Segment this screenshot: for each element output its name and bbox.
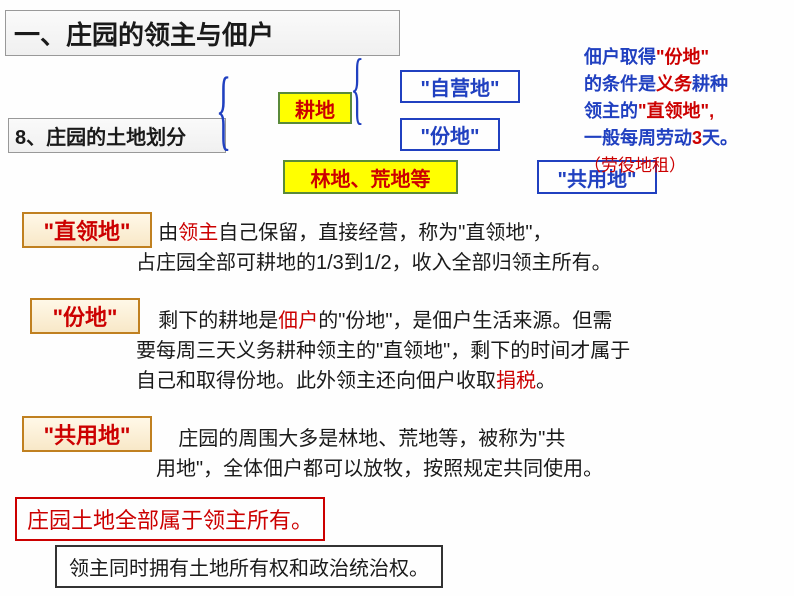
fendi-text: "份地" [421,120,480,149]
fd-t3b: 捐税 [496,370,536,392]
fd-t3a: 自己和取得份地。此外领主还向佃户收取 [136,370,496,392]
note-l3a: 领主的 [584,101,638,121]
note-l4b: 3 [692,128,702,148]
zhilingdi-label-text: "直领地" [44,214,131,246]
note-l4a: 一般每周劳动 [584,128,692,148]
fd-t2: 要每周三天义务耕种领主的"直领地"，剩下的时间才属于 [136,340,630,362]
fendi-para: 剩下的耕地是佃户的"份地"，是佃户生活来源。但需 要每周三天义务耕种领主的"直领… [136,306,776,396]
note-l2a: 的条件是 [584,74,656,94]
ziyingdi-box: "自营地" [400,70,520,103]
note-l1a: 佃户取得 [584,47,656,67]
conclusion1-text: 庄园土地全部属于领主所有。 [27,508,313,533]
gongyongdi-para: 庄园的周围大多是林地、荒地等，被称为"共 用地"，全体佃户都可以放牧，按照规定共… [156,424,776,484]
fd-t1b: 佃户 [278,310,318,332]
note-l4c: 天。 [702,128,738,148]
note-l5: （劳役地租） [584,156,686,175]
ziyingdi-text: "自营地" [421,72,500,101]
note-l1b: "份地" [656,47,709,67]
lindi-text: 林地、荒地等 [311,163,431,192]
gongyongdi-label: "共用地" [22,416,152,452]
fd-t1a: 剩下的耕地是 [158,310,278,332]
zl-t1b: 领主 [178,222,218,244]
bracket-large: { [216,58,231,161]
gy-t1: 庄园的周围大多是林地、荒地等，被称为"共 [178,428,565,450]
zhilingdi-para: 由领主自己保留，直接经营，称为"直领地"， 占庄园全部可耕地的1/3到1/2，收… [136,218,776,278]
subtitle-box: 8、庄园的土地划分 [8,118,226,153]
zhilingdi-label: "直领地" [22,212,152,248]
zl-t2: 占庄园全部可耕地的1/3到1/2，收入全部归领主所有。 [136,252,612,274]
title-text: 一、庄园的领主与佃户 [14,15,274,52]
zl-t1c: 自己保留，直接经营，称为"直领地"， [218,222,552,244]
bracket-small: { [350,43,363,134]
note-box: 佃户取得"份地" 的条件是义务耕种 领主的"直领地", 一般每周劳动3天。 （劳… [584,44,784,179]
note-l2b: 义务 [656,74,692,94]
conclusion2-box: 领主同时拥有土地所有权和政治统治权。 [55,545,443,588]
conclusion2-text: 领主同时拥有土地所有权和政治统治权。 [69,558,429,580]
gengdi-text: 耕地 [295,94,335,123]
gengdi-box: 耕地 [278,92,352,124]
fd-t3c: 。 [536,370,556,392]
gongyongdi-label-text: "共用地" [44,418,131,450]
note-l2c: 耕种 [692,74,728,94]
conclusion1-box: 庄园土地全部属于领主所有。 [15,497,325,541]
fendi-box: "份地" [400,118,500,151]
zl-t1a: 由 [158,222,178,244]
lindi-box: 林地、荒地等 [283,160,458,194]
note-l3b: "直领地", [638,101,714,121]
fendi-label-text: "份地" [53,300,118,332]
fendi-label: "份地" [30,298,140,334]
main-title: 一、庄园的领主与佃户 [5,10,400,56]
subtitle-text: 8、庄园的土地划分 [15,121,186,150]
fd-t1c: 的"份地"，是佃户生活来源。但需 [318,310,612,332]
gy-t2: 用地"，全体佃户都可以放牧，按照规定共同使用。 [156,458,603,480]
